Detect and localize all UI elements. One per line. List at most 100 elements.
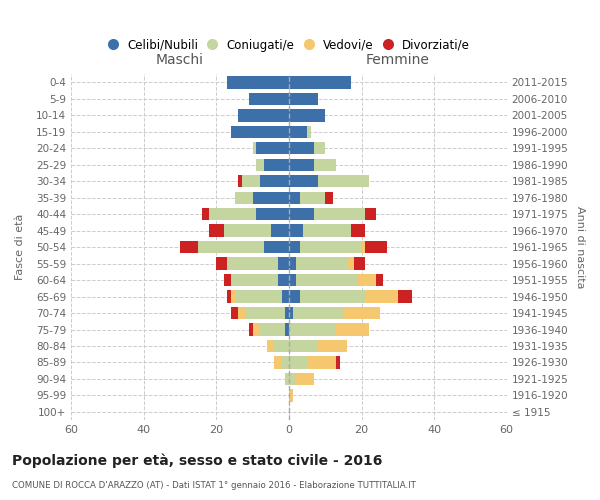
Bar [238,175,242,188]
Bar [289,109,325,122]
Bar [263,241,289,254]
Bar [300,290,365,302]
Bar [282,290,289,302]
Bar [282,356,289,368]
Bar [314,158,336,171]
Bar [271,224,289,237]
Bar [296,373,314,385]
Bar [256,208,289,220]
Bar [260,175,289,188]
Bar [231,290,235,302]
Bar [296,274,358,286]
Bar [286,307,289,319]
Bar [307,356,336,368]
Bar [354,258,365,270]
Bar [202,208,209,220]
Bar [238,307,245,319]
Bar [253,142,256,154]
Bar [224,274,231,286]
Bar [398,290,412,302]
Bar [289,241,300,254]
Text: COMUNE DI ROCCA D'ARAZZO (AT) - Dati ISTAT 1° gennaio 2016 - Elaborazione TUTTIT: COMUNE DI ROCCA D'ARAZZO (AT) - Dati IST… [12,480,416,490]
Bar [289,356,307,368]
Bar [365,290,398,302]
Bar [362,241,365,254]
Bar [235,192,253,204]
Bar [278,258,289,270]
Bar [198,241,263,254]
Bar [347,258,354,270]
Bar [289,389,293,402]
Bar [227,290,231,302]
Bar [242,175,260,188]
Bar [350,224,365,237]
Bar [289,274,296,286]
Bar [336,324,369,336]
Bar [289,208,314,220]
Bar [289,92,318,105]
Bar [289,224,304,237]
Bar [227,258,278,270]
Bar [358,274,376,286]
Bar [314,208,365,220]
Bar [231,126,289,138]
Bar [286,373,289,385]
Bar [289,175,318,188]
Bar [289,258,296,270]
Bar [274,356,282,368]
Bar [245,307,286,319]
Bar [286,324,289,336]
Bar [235,290,282,302]
Bar [325,192,332,204]
Bar [249,92,289,105]
Bar [293,307,343,319]
Bar [365,208,376,220]
Bar [300,192,325,204]
Bar [314,142,325,154]
Bar [289,142,314,154]
Bar [289,307,293,319]
Bar [231,307,238,319]
Bar [224,224,271,237]
Bar [318,175,369,188]
Bar [180,241,198,254]
Bar [217,258,227,270]
Legend: Celibi/Nubili, Coniugati/e, Vedovi/e, Divorziati/e: Celibi/Nubili, Coniugati/e, Vedovi/e, Di… [105,35,473,55]
Bar [278,274,289,286]
Bar [260,324,286,336]
Bar [300,241,362,254]
Bar [209,224,224,237]
Bar [274,340,289,352]
Bar [365,241,387,254]
Bar [289,373,296,385]
Bar [289,126,307,138]
Bar [249,324,253,336]
Bar [227,76,289,88]
Bar [336,356,340,368]
Y-axis label: Anni di nascita: Anni di nascita [575,206,585,288]
Bar [253,192,289,204]
Bar [209,208,256,220]
Bar [376,274,383,286]
Text: Femmine: Femmine [366,53,430,67]
Bar [289,324,336,336]
Bar [289,192,300,204]
Bar [256,158,263,171]
Bar [256,142,289,154]
Bar [296,258,347,270]
Bar [307,126,311,138]
Bar [289,290,300,302]
Bar [318,340,347,352]
Bar [343,307,380,319]
Text: Popolazione per età, sesso e stato civile - 2016: Popolazione per età, sesso e stato civil… [12,454,382,468]
Bar [289,340,318,352]
Bar [238,109,289,122]
Bar [231,274,278,286]
Bar [267,340,274,352]
Bar [304,224,350,237]
Bar [289,158,314,171]
Bar [253,324,260,336]
Y-axis label: Fasce di età: Fasce di età [15,214,25,280]
Bar [289,76,350,88]
Text: Maschi: Maschi [156,53,204,67]
